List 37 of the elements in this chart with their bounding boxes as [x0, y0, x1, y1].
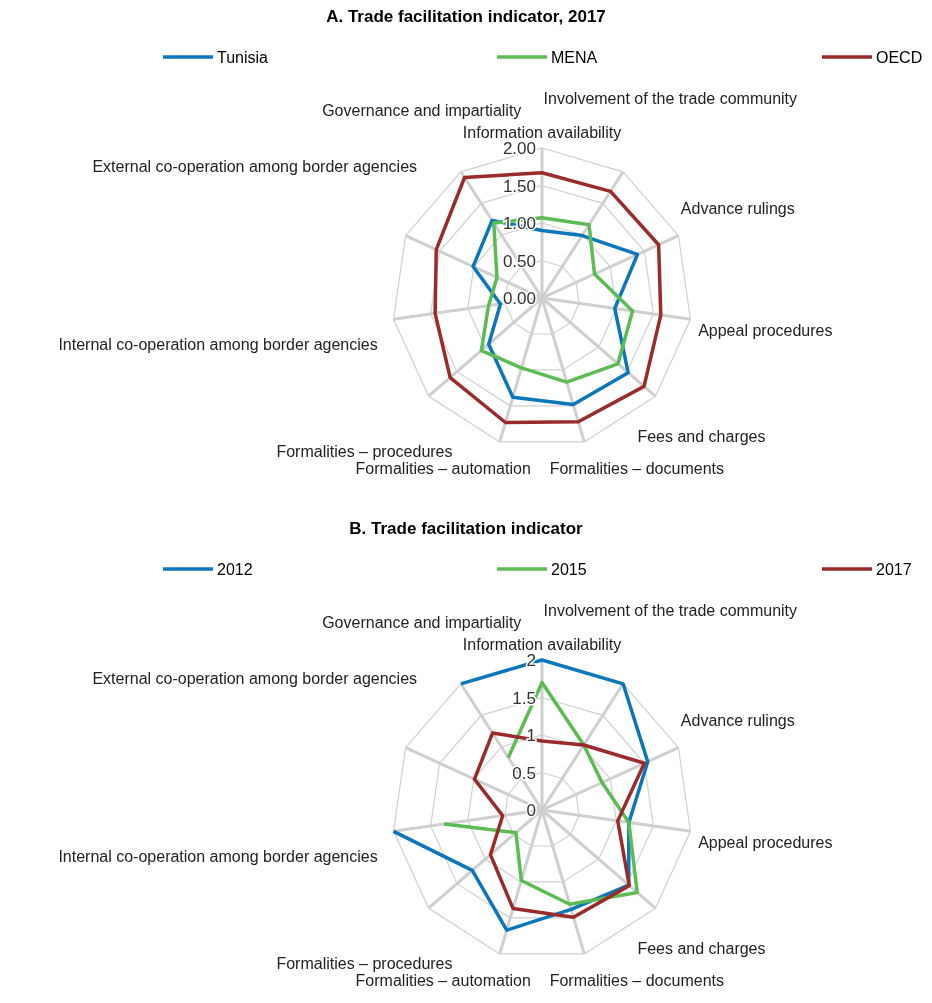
chart-title: B. Trade facilitation indicator: [349, 519, 584, 538]
y-tick-label: 1.50: [502, 176, 536, 196]
spoke-label: Advance rulings: [680, 712, 795, 730]
spoke-label: Involvement of the trade community: [543, 89, 798, 107]
spoke-label: Formalities – procedures: [276, 443, 453, 461]
spoke-label: Fees and charges: [637, 427, 766, 445]
spoke-label: Formalities – documents: [549, 971, 724, 989]
y-tick-label: 2.00: [502, 139, 536, 158]
spoke-label: External co-operation among border agencies: [92, 670, 418, 688]
spoke-label: Formalities – procedures: [276, 955, 453, 973]
spoke-label: Information availability: [462, 635, 622, 653]
legend-label: OECD: [876, 49, 923, 66]
spoke-label: Fees and charges: [637, 939, 766, 957]
y-tick-label: 0: [526, 801, 536, 820]
legend-label: Tunisia: [217, 49, 269, 66]
chart-title: A. Trade facilitation indicator, 2017: [326, 7, 606, 26]
legend-label: MENA: [551, 49, 598, 66]
spoke-label: Advance rulings: [680, 200, 795, 218]
y-tick-label: 1.00: [502, 214, 536, 233]
spoke-label: Formalities – automation: [355, 459, 531, 477]
legend-label: 2015: [551, 561, 587, 578]
spoke-label: External co-operation among border agencies: [92, 158, 418, 176]
y-tick-label: 0.00: [502, 289, 536, 308]
spoke-label: Formalities – documents: [549, 459, 724, 477]
spoke-label: Internal co-operation among border agencies: [58, 848, 378, 866]
spoke-label: Governance and impartiality: [322, 102, 522, 120]
spoke-label: Information availability: [462, 123, 622, 141]
y-tick-label: 0.50: [502, 251, 536, 271]
spoke-label: Appeal procedures: [698, 321, 833, 339]
y-tick-label: 0.5: [512, 763, 536, 783]
legend-label: 2012: [217, 561, 253, 578]
spoke-label: Governance and impartiality: [322, 614, 522, 632]
spoke-label: Involvement of the trade community: [543, 601, 798, 619]
legend-label: 2017: [876, 561, 912, 578]
spoke-label: Internal co-operation among border agencies: [58, 336, 378, 354]
spoke-label: Formalities – automation: [355, 971, 531, 989]
spoke-label: Appeal procedures: [698, 833, 833, 851]
